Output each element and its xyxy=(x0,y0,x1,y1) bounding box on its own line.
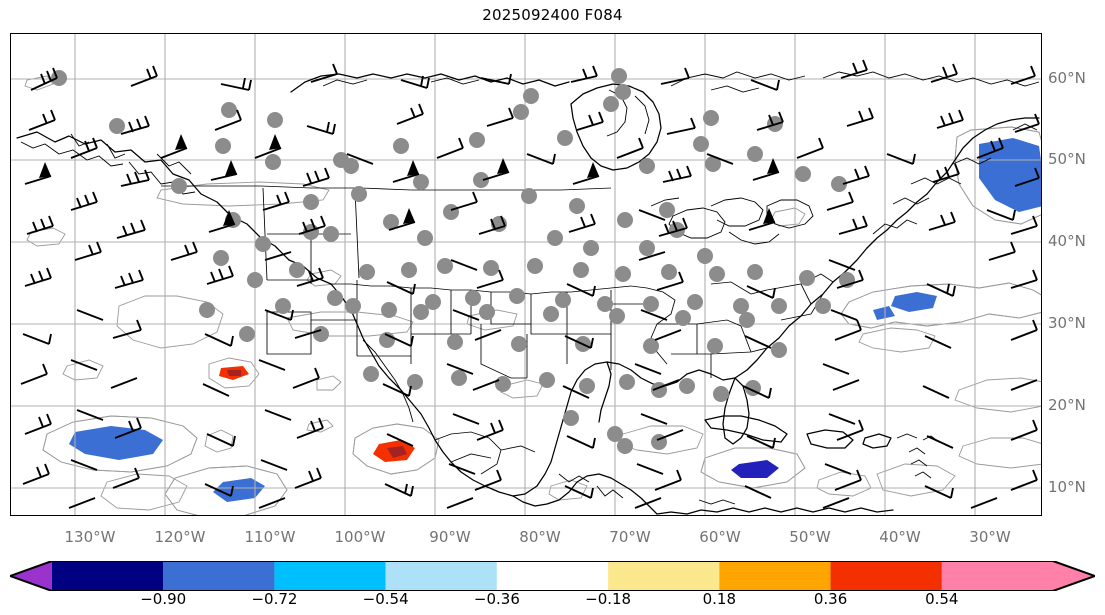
lon-tick: 120°W xyxy=(154,528,206,546)
colorbar-segment xyxy=(719,561,831,591)
colorbar-segment xyxy=(830,561,942,591)
filled-contour-layer xyxy=(24,75,1041,515)
station-marker-layer xyxy=(51,68,855,454)
colorbar-segment xyxy=(385,561,497,591)
lat-tick: 50°N xyxy=(1048,150,1086,168)
lon-tick: 40°W xyxy=(879,528,921,546)
lon-tick: 130°W xyxy=(64,528,116,546)
lat-tick: 20°N xyxy=(1048,396,1086,414)
lat-tick: 40°N xyxy=(1048,232,1086,250)
colorbar-tick-label: −0.54 xyxy=(362,590,409,608)
colorbar-tick-label: 0.36 xyxy=(813,590,848,608)
colorbar-segment xyxy=(52,561,164,591)
colorbar-tick-labels: −0.90 −0.72 −0.54 −0.36 −0.18 0.18 0.36 0.54 xyxy=(0,590,1105,614)
colorbar[interactable] xyxy=(10,561,1095,591)
colorbar-tick-label: −0.18 xyxy=(585,590,632,608)
coastline-layer xyxy=(16,71,1040,515)
colorbar-tick-label: −0.36 xyxy=(473,590,520,608)
lon-tick: 80°W xyxy=(519,528,561,546)
lon-tick: 50°W xyxy=(789,528,831,546)
lat-tick: 10°N xyxy=(1048,478,1086,496)
colorbar-segment xyxy=(274,561,386,591)
lon-tick: 110°W xyxy=(244,528,296,546)
colorbar-tick-label: −0.90 xyxy=(140,590,187,608)
colorbar-tick-label: −0.72 xyxy=(251,590,298,608)
lon-tick: 90°W xyxy=(429,528,471,546)
map-svg xyxy=(11,34,1041,515)
lon-tick: 70°W xyxy=(609,528,651,546)
colorbar-segment xyxy=(163,561,275,591)
colorbar-tick-label: 0.18 xyxy=(702,590,737,608)
wind-barb-layer xyxy=(20,59,1040,509)
lat-tick: 30°N xyxy=(1048,314,1086,332)
map-axes[interactable] xyxy=(10,33,1042,516)
map-canvas[interactable] xyxy=(11,34,1041,515)
lon-tick: 60°W xyxy=(699,528,741,546)
colorbar-segment xyxy=(608,561,720,591)
lon-tick: 30°W xyxy=(969,528,1011,546)
lon-tick: 100°W xyxy=(334,528,386,546)
colorbar-segment xyxy=(496,561,609,591)
page-title: 2025092400 F084 xyxy=(482,6,623,24)
lat-tick: 60°N xyxy=(1048,69,1086,87)
border-layer xyxy=(161,185,834,475)
colorbar-over-extension xyxy=(941,561,1095,591)
colorbar-tick-label: 0.54 xyxy=(925,590,959,608)
